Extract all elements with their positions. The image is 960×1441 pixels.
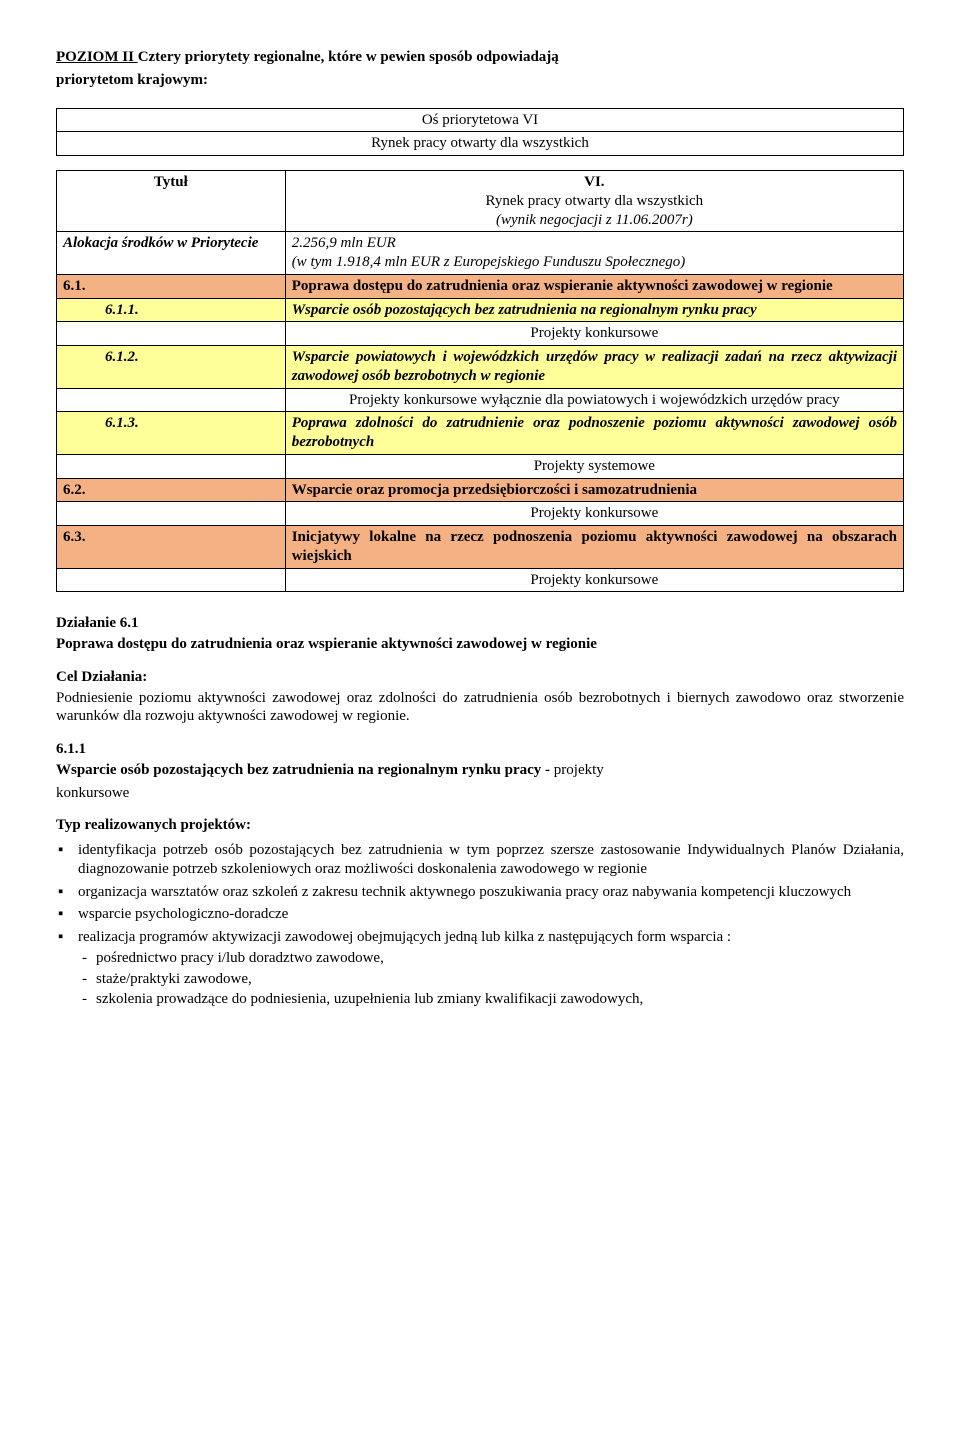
table-cell-right: Projekty systemowe — [285, 454, 903, 478]
axis-row-1: Oś priorytetowa VI — [57, 108, 904, 132]
table-cell-left — [57, 322, 286, 346]
s611-line2: konkursowe — [56, 784, 904, 803]
intro-line-2: priorytetom krajowym: — [56, 71, 904, 90]
table-cell-left: Tytuł — [57, 171, 286, 232]
table-cell-right: VI.Rynek pracy otwarty dla wszystkich(wy… — [285, 171, 903, 232]
table-row: TytułVI.Rynek pracy otwarty dla wszystki… — [57, 171, 904, 232]
table-row: Projekty konkursowe — [57, 322, 904, 346]
table-row: 6.1.2.Wsparcie powiatowych i wojewódzkic… — [57, 346, 904, 389]
table-cell-right: Wsparcie osób pozostających bez zatrudni… — [285, 298, 903, 322]
table-cell-right: Wsparcie oraz promocja przedsiębiorczośc… — [285, 478, 903, 502]
sub-list: pośrednictwo pracy i/lub doradztwo zawod… — [78, 949, 904, 1009]
table-row: Alokacja środków w Priorytecie2.256,9 ml… — [57, 232, 904, 275]
table-cell-left — [57, 388, 286, 412]
s611-rest: projekty — [554, 762, 604, 778]
s611-bold: Wsparcie osób pozostających bez zatrudni… — [56, 762, 554, 778]
table-row: Projekty konkursowe — [57, 568, 904, 592]
s611-heading: 6.1.1 — [56, 740, 904, 759]
table-cell-right: Projekty konkursowe — [285, 322, 903, 346]
table-cell-right: Projekty konkursowe — [285, 502, 903, 526]
table-row: 6.1.3.Poprawa zdolności do zatrudnienie … — [57, 412, 904, 455]
s611-line1: Wsparcie osób pozostających bez zatrudni… — [56, 761, 904, 780]
table-cell-right: Poprawa dostępu do zatrudnienia oraz wsp… — [285, 274, 903, 298]
table-cell-right: Projekty konkursowe — [285, 568, 903, 592]
intro-poziom: POZIOM II — [56, 49, 138, 65]
table-cell-left: 6.1.2. — [57, 346, 286, 389]
table-cell-left: 6.1. — [57, 274, 286, 298]
table-cell-left: 6.1.1. — [57, 298, 286, 322]
axis-table: Oś priorytetowa VI Rynek pracy otwarty d… — [56, 108, 904, 157]
list-item: organizacja warsztatów oraz szkoleń z za… — [78, 883, 904, 902]
table-cell-left: 6.1.3. — [57, 412, 286, 455]
table-cell-left — [57, 502, 286, 526]
table-cell-left: 6.3. — [57, 526, 286, 569]
table-cell-left: 6.2. — [57, 478, 286, 502]
cel-heading: Cel Działania: — [56, 668, 904, 687]
table-cell-right: Inicjatywy lokalne na rzecz podnoszenia … — [285, 526, 903, 569]
table-row: Projekty konkursowe wyłącznie dla powiat… — [57, 388, 904, 412]
table-row: 6.1.1.Wsparcie osób pozostających bez za… — [57, 298, 904, 322]
table-cell-left — [57, 568, 286, 592]
sub-list-item: staże/praktyki zawodowe, — [96, 970, 904, 989]
sub-list-item: pośrednictwo pracy i/lub doradztwo zawod… — [96, 949, 904, 968]
table-cell-right: Poprawa zdolności do zatrudnienie oraz p… — [285, 412, 903, 455]
table-row: Projekty systemowe — [57, 454, 904, 478]
table-row: 6.3.Inicjatywy lokalne na rzecz podnosze… — [57, 526, 904, 569]
table-cell-right: 2.256,9 mln EUR(w tym 1.918,4 mln EUR z … — [285, 232, 903, 275]
cel-text: Podniesienie poziomu aktywności zawodowe… — [56, 689, 904, 727]
table-cell-left — [57, 454, 286, 478]
dzialanie-sub: Poprawa dostępu do zatrudnienia oraz wsp… — [56, 635, 904, 654]
table-cell-right: Projekty konkursowe wyłącznie dla powiat… — [285, 388, 903, 412]
list-item: wsparcie psychologiczno-doradcze — [78, 905, 904, 924]
intro-line-1: POZIOM II Cztery priorytety regionalne, … — [56, 48, 904, 67]
table-row: Projekty konkursowe — [57, 502, 904, 526]
bullet-list: identyfikacja potrzeb osób pozostających… — [56, 841, 904, 1009]
main-table: TytułVI.Rynek pracy otwarty dla wszystki… — [56, 170, 904, 592]
intro-rest: Cztery priorytety regionalne, które w pe… — [138, 49, 559, 65]
table-cell-right: Wsparcie powiatowych i wojewódzkich urzę… — [285, 346, 903, 389]
sub-list-item: szkolenia prowadzące do podniesienia, uz… — [96, 990, 904, 1009]
table-row: 6.2.Wsparcie oraz promocja przedsiębiorc… — [57, 478, 904, 502]
table-row: 6.1.Poprawa dostępu do zatrudnienia oraz… — [57, 274, 904, 298]
list-item: realizacja programów aktywizacji zawodow… — [78, 928, 904, 1009]
dzialanie-heading: Działanie 6.1 — [56, 614, 904, 633]
list-item: identyfikacja potrzeb osób pozostających… — [78, 841, 904, 879]
table-cell-left: Alokacja środków w Priorytecie — [57, 232, 286, 275]
axis-row-2: Rynek pracy otwarty dla wszystkich — [57, 132, 904, 156]
typ-heading: Typ realizowanych projektów: — [56, 816, 904, 835]
